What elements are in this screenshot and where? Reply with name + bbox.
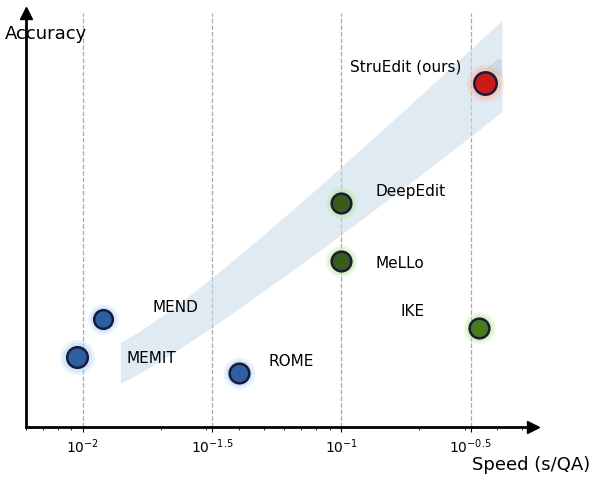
Text: IKE: IKE xyxy=(401,304,425,319)
Text: ROME: ROME xyxy=(268,354,314,369)
Point xyxy=(99,315,108,323)
Point xyxy=(337,258,346,265)
Point xyxy=(72,353,82,360)
Text: Speed (s/QA): Speed (s/QA) xyxy=(472,456,590,474)
Text: DeepEdit: DeepEdit xyxy=(375,184,445,199)
Point xyxy=(337,258,346,265)
Point xyxy=(474,324,483,332)
Point xyxy=(72,353,82,360)
Point xyxy=(234,369,243,377)
Point xyxy=(99,315,108,323)
Point xyxy=(72,353,82,360)
Point xyxy=(480,79,490,87)
Point xyxy=(480,79,490,87)
Polygon shape xyxy=(121,21,503,384)
Point xyxy=(337,199,346,207)
Text: MEND: MEND xyxy=(153,300,199,315)
Point xyxy=(474,324,483,332)
Text: MEMIT: MEMIT xyxy=(126,351,176,366)
Text: StruEdit (ours): StruEdit (ours) xyxy=(350,60,462,75)
Point xyxy=(337,258,346,265)
Point xyxy=(99,315,108,323)
Point xyxy=(337,258,346,265)
Point xyxy=(99,315,108,323)
Point xyxy=(474,324,483,332)
Point xyxy=(72,353,82,360)
Point xyxy=(234,369,243,377)
Text: MeLLo: MeLLo xyxy=(375,256,424,271)
Point xyxy=(337,199,346,207)
Point xyxy=(234,369,243,377)
Point xyxy=(480,79,490,87)
Point xyxy=(474,324,483,332)
Point xyxy=(234,369,243,377)
Text: Accuracy: Accuracy xyxy=(5,25,87,43)
Point xyxy=(337,199,346,207)
Point xyxy=(337,199,346,207)
Point xyxy=(480,79,490,87)
